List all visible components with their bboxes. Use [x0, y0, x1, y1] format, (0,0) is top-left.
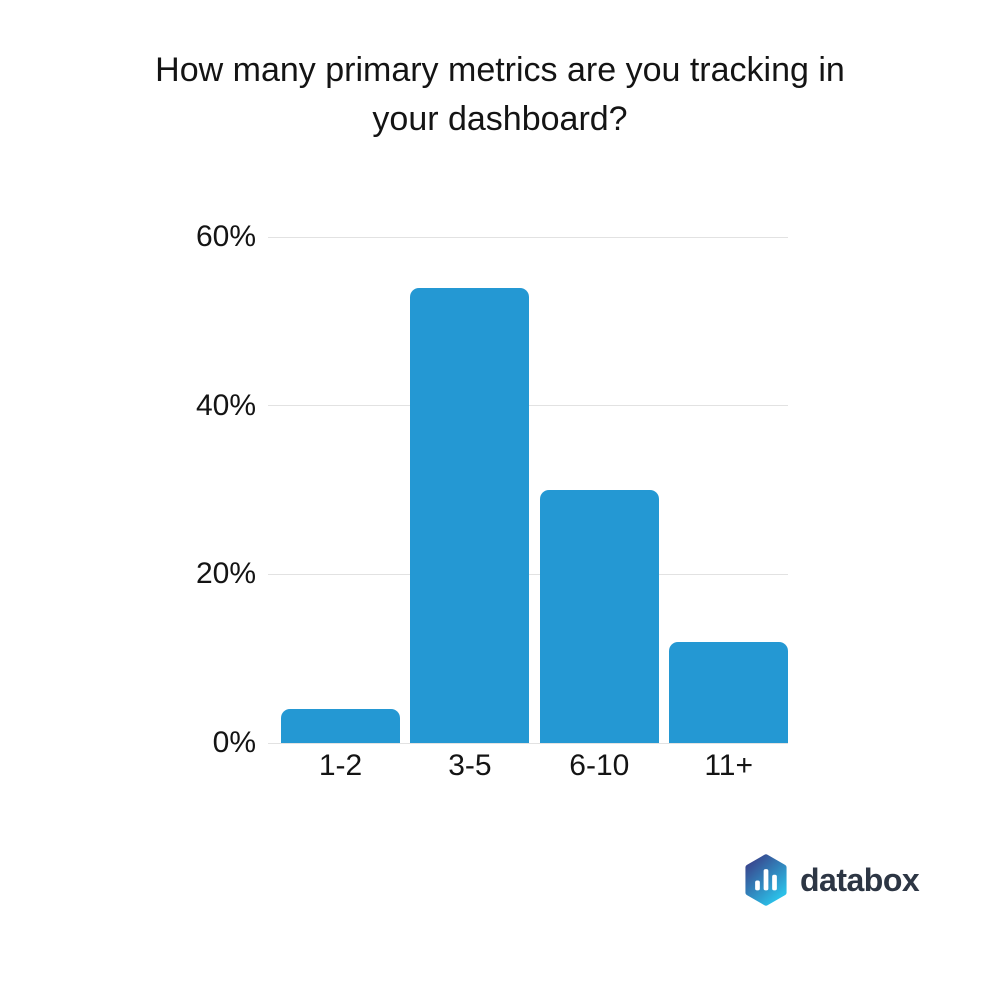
databox-logo-text: databox — [800, 861, 920, 898]
y-tick-label: 60% — [195, 220, 256, 253]
bar-11+ — [669, 641, 789, 743]
x-tick-label-11+: 11+ — [704, 749, 754, 782]
plot-area — [268, 236, 789, 744]
y-tick-label: 0% — [212, 726, 256, 759]
x-tick-label-3-5: 3-5 — [448, 749, 492, 782]
gridline-60 — [268, 236, 788, 238]
databox-hexagon-bars-icon — [745, 854, 787, 906]
x-tick-label-1-2: 1-2 — [318, 749, 363, 782]
bar-1-2 — [281, 709, 400, 743]
gridline-0 — [268, 742, 788, 744]
x-tick-label-6-10: 6-10 — [569, 749, 630, 782]
y-tick-label: 20% — [195, 557, 256, 591]
chart-title: How many primary metrics are you trackin… — [155, 51, 845, 138]
bar-3-5 — [410, 287, 530, 743]
bar-6-10 — [539, 490, 659, 743]
databox-logo: databox — [742, 854, 920, 906]
y-tick-label: 40% — [195, 388, 256, 422]
